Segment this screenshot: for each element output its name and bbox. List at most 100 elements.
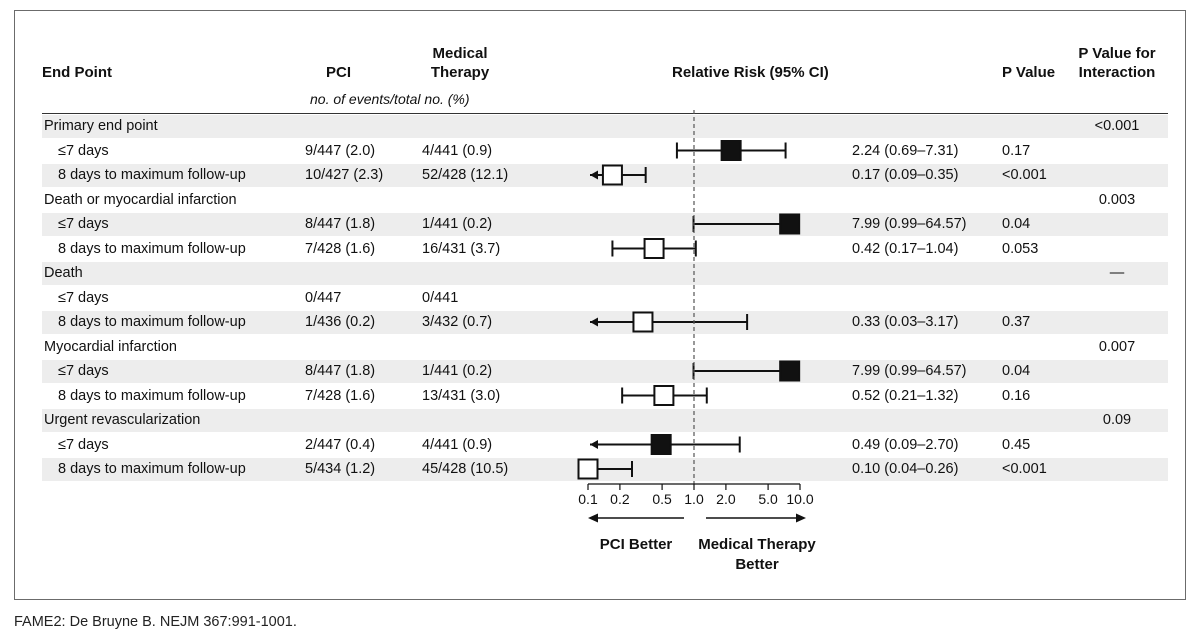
p-value: 0.17 [1002, 142, 1031, 159]
x-tick-label: 10.0 [786, 491, 813, 507]
p-value: 0.053 [1002, 240, 1039, 257]
point-estimate-marker [632, 311, 654, 333]
p-interaction: — [1109, 265, 1125, 281]
p-interaction: 0.003 [1098, 191, 1136, 208]
p-value: 0.16 [1002, 387, 1031, 404]
pci-better-arrowhead [588, 513, 598, 523]
pci-events: 2/447 (0.4) [305, 436, 376, 453]
relative-risk-ci: 0.17 (0.09–0.35) [852, 167, 959, 183]
ci-arrow-left [590, 170, 598, 180]
relative-risk-ci: 0.42 (0.17–1.04) [852, 240, 959, 257]
p-value: <0.001 [1002, 167, 1047, 183]
row-band [42, 359, 1168, 383]
pci-events: 7/428 (1.6) [305, 387, 376, 404]
relative-risk-ci: 2.24 (0.69–7.31) [852, 142, 959, 159]
x-tick-label: 0.5 [652, 491, 672, 507]
relative-risk-ci: 7.99 (0.99–64.57) [852, 216, 967, 232]
medical-events: 0/441 [422, 289, 459, 306]
x-tick-label: 0.1 [578, 491, 598, 507]
source-citation: FAME2: De Bruyne B. NEJM 367:991-1001. [14, 614, 297, 630]
medical-events: 4/441 (0.9) [422, 436, 493, 453]
ci-arrow-left [590, 317, 598, 327]
timeframe-label: ≤7 days [58, 289, 109, 306]
row-band [42, 408, 1168, 432]
p-interaction: 0.007 [1098, 338, 1136, 355]
medical-events: 52/428 (12.1) [422, 167, 509, 183]
timeframe-label: ≤7 days [58, 216, 109, 232]
medical-events: 45/428 (10.5) [422, 461, 509, 477]
header-pci: PCI [326, 64, 352, 81]
header-p-value: P Value [1002, 64, 1056, 81]
p-value: <0.001 [1002, 461, 1047, 477]
timeframe-label: 8 days to maximum follow-up [58, 314, 246, 330]
pci-events: 1/436 (0.2) [305, 314, 376, 330]
relative-risk-ci: 0.10 (0.04–0.26) [852, 461, 959, 477]
row-band [42, 212, 1168, 236]
header-relative-risk: Relative Risk (95% CI) [672, 64, 829, 81]
timeframe-label: 8 days to maximum follow-up [58, 167, 246, 183]
header-end-point: End Point [42, 64, 112, 81]
point-estimate-marker [650, 434, 672, 455]
x-tick-label: 0.2 [610, 491, 630, 507]
point-estimate-marker [601, 164, 623, 186]
pci-events: 10/427 (2.3) [305, 167, 384, 183]
point-estimate-marker [720, 140, 742, 161]
row-band [42, 261, 1168, 285]
point-estimate-marker [653, 385, 675, 406]
medical-better-label-line1: Medical Therapy [698, 536, 816, 553]
x-tick-label: 1.0 [684, 491, 704, 507]
timeframe-label: 8 days to maximum follow-up [58, 240, 246, 257]
pci-events: 8/447 (1.8) [305, 216, 376, 232]
point-estimate-marker [779, 360, 801, 382]
relative-risk-ci: 7.99 (0.99–64.57) [852, 363, 967, 379]
header-rule [42, 113, 1168, 114]
x-tick-label: 5.0 [758, 491, 778, 507]
timeframe-label: ≤7 days [58, 142, 109, 159]
point-estimate-marker [643, 238, 665, 259]
pci-events: 9/447 (2.0) [305, 142, 376, 159]
row-band [42, 114, 1168, 138]
timeframe-label: ≤7 days [58, 436, 109, 453]
pci-events: 0/447 [305, 289, 342, 306]
x-tick-label: 2.0 [716, 491, 736, 507]
medical-events: 1/441 (0.2) [422, 216, 493, 232]
endpoint-group-label: Death [44, 265, 83, 281]
p-interaction: 0.09 [1102, 412, 1132, 428]
p-value: 0.04 [1002, 363, 1031, 379]
medical-events: 16/431 (3.7) [422, 240, 501, 257]
endpoint-group-label: Death or myocardial infarction [44, 191, 237, 208]
header-p-interaction-line2: Interaction [1078, 64, 1156, 81]
header-events-note: no. of events/total no. (%) [310, 91, 470, 107]
point-estimate-marker [577, 458, 599, 480]
medical-events: 1/441 (0.2) [422, 363, 493, 379]
header-medical-line1: Medical [432, 45, 488, 62]
timeframe-label: 8 days to maximum follow-up [58, 461, 246, 477]
p-value: 0.45 [1002, 436, 1031, 453]
timeframe-label: ≤7 days [58, 363, 109, 379]
ci-arrow-left [590, 440, 598, 449]
pci-events: 8/447 (1.8) [305, 363, 376, 379]
p-interaction: <0.001 [1094, 118, 1140, 134]
header-medical-line2: Therapy [430, 64, 490, 81]
pci-better-label: PCI Better [600, 536, 673, 553]
relative-risk-ci: 0.33 (0.03–3.17) [852, 314, 959, 330]
medical-events: 4/441 (0.9) [422, 142, 493, 159]
p-value: 0.04 [1002, 216, 1031, 232]
pci-events: 7/428 (1.6) [305, 240, 376, 257]
medical-better-arrowhead [796, 513, 806, 523]
medical-events: 3/432 (0.7) [422, 314, 493, 330]
p-value: 0.37 [1002, 314, 1031, 330]
header-p-interaction-line1: P Value for [1078, 45, 1156, 62]
endpoint-group-label: Myocardial infarction [44, 338, 177, 355]
endpoint-group-label: Primary end point [44, 118, 158, 134]
relative-risk-ci: 0.52 (0.21–1.32) [852, 387, 959, 404]
medical-better-label-line2: Better [735, 556, 779, 573]
pci-events: 5/434 (1.2) [305, 461, 376, 477]
figure-frame [14, 10, 1186, 600]
endpoint-group-label: Urgent revascularization [44, 412, 201, 428]
timeframe-label: 8 days to maximum follow-up [58, 387, 246, 404]
medical-events: 13/431 (3.0) [422, 387, 501, 404]
relative-risk-ci: 0.49 (0.09–2.70) [852, 436, 959, 453]
point-estimate-marker [779, 213, 801, 235]
